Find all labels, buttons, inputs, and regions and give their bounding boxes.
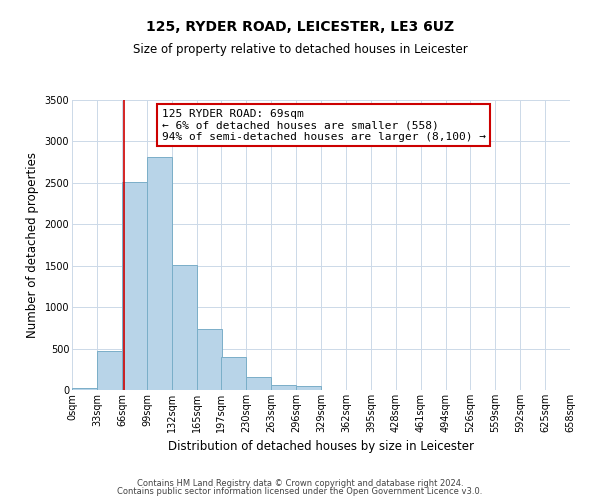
Bar: [271, 384, 296, 390]
Bar: [172, 265, 197, 390]
Text: Contains HM Land Registry data © Crown copyright and database right 2024.: Contains HM Land Registry data © Crown c…: [137, 478, 463, 488]
Bar: [197, 328, 222, 390]
Bar: [296, 386, 321, 390]
Bar: [122, 182, 147, 390]
Text: 125, RYDER ROAD, LEICESTER, LE3 6UZ: 125, RYDER ROAD, LEICESTER, LE3 6UZ: [146, 20, 454, 34]
Text: Size of property relative to detached houses in Leicester: Size of property relative to detached ho…: [133, 42, 467, 56]
Bar: [97, 351, 122, 390]
Bar: [246, 377, 271, 390]
Bar: [72, 388, 97, 390]
X-axis label: Distribution of detached houses by size in Leicester: Distribution of detached houses by size …: [168, 440, 474, 454]
Bar: [147, 157, 172, 390]
Text: Contains public sector information licensed under the Open Government Licence v3: Contains public sector information licen…: [118, 487, 482, 496]
Text: 125 RYDER ROAD: 69sqm
← 6% of detached houses are smaller (558)
94% of semi-deta: 125 RYDER ROAD: 69sqm ← 6% of detached h…: [161, 108, 485, 142]
Y-axis label: Number of detached properties: Number of detached properties: [26, 152, 39, 338]
Bar: [221, 357, 246, 390]
